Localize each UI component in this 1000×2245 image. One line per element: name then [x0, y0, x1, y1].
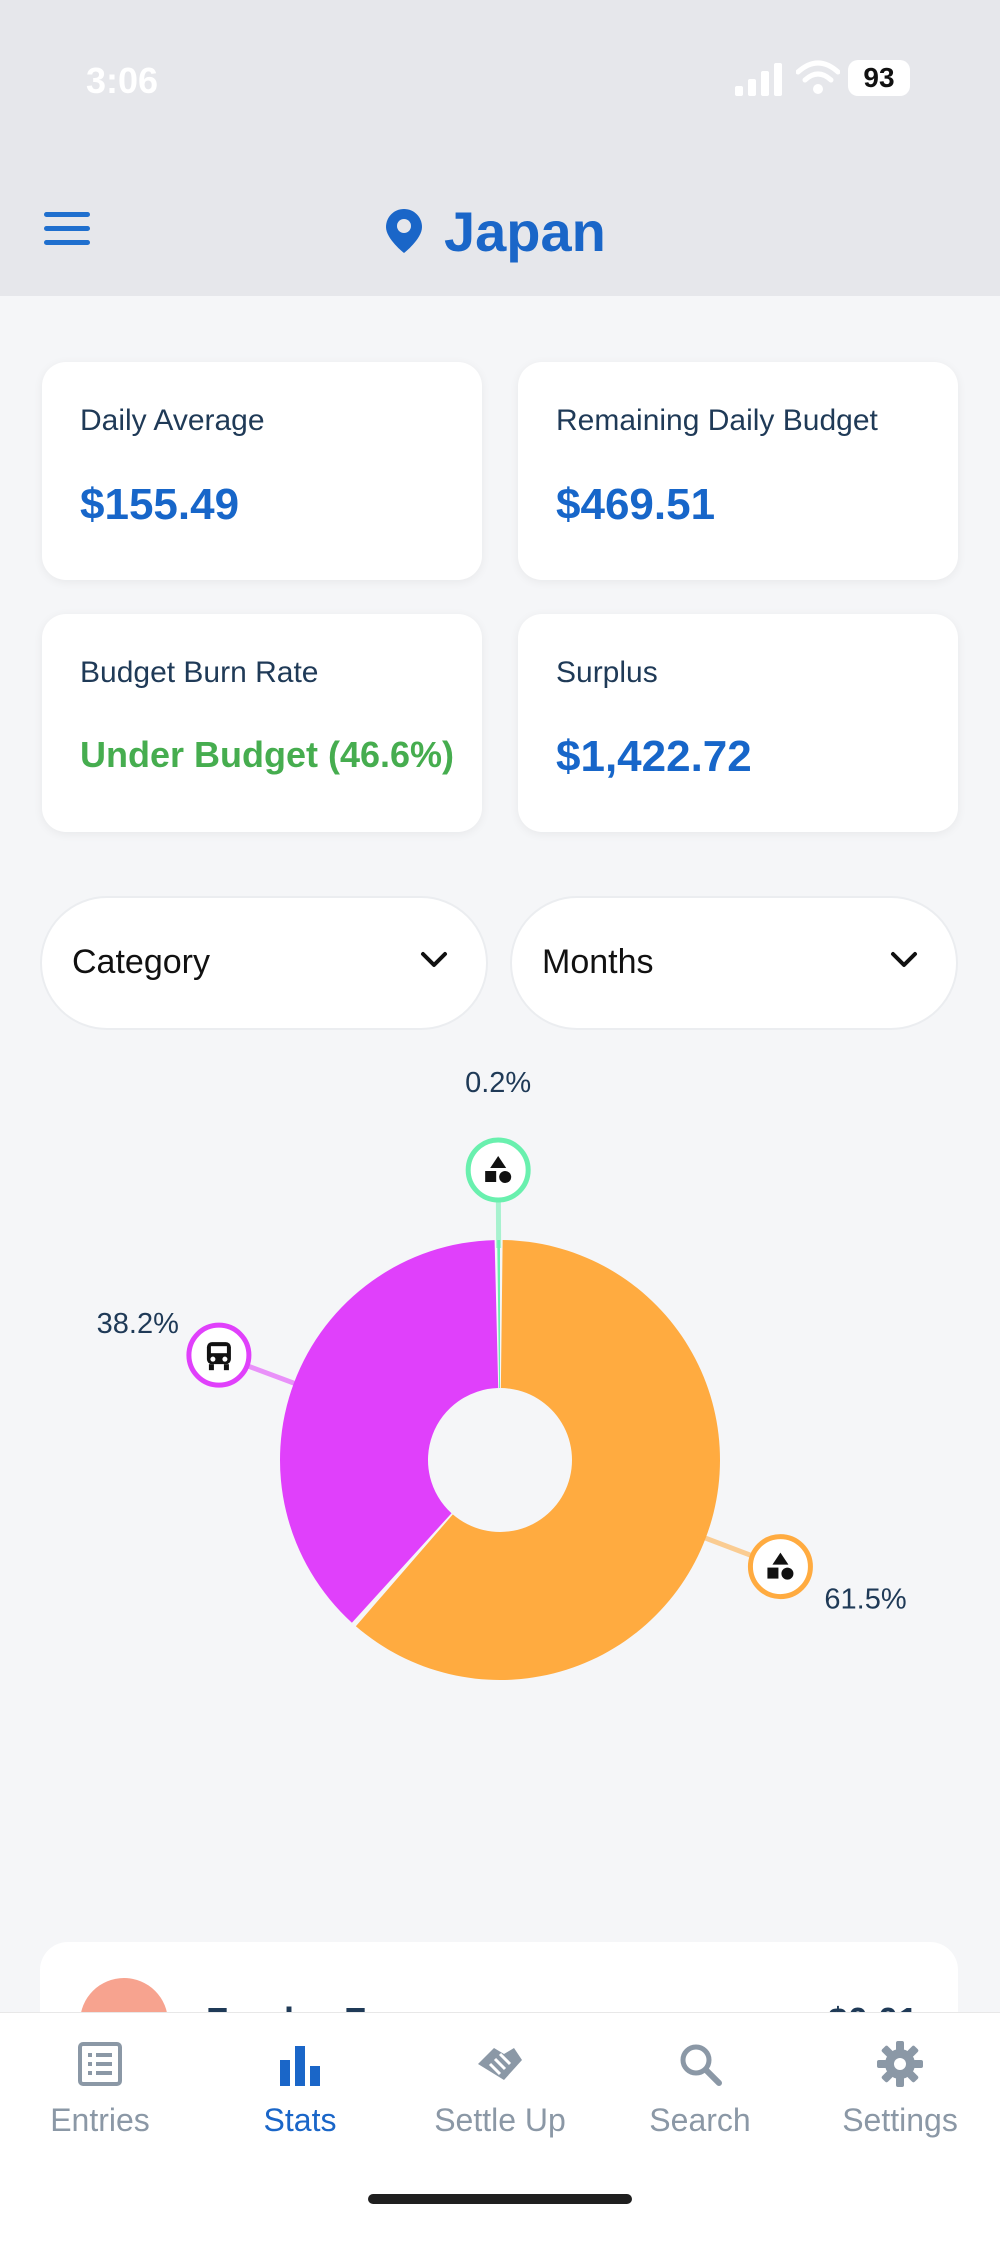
- nav-entries[interactable]: Entries: [0, 2036, 200, 2139]
- group-by-dropdown[interactable]: Category: [40, 896, 488, 1030]
- wifi-icon: [796, 58, 840, 96]
- nav-search-label: Search: [600, 2102, 800, 2139]
- nav-stats-label: Stats: [200, 2102, 400, 2139]
- chevron-down-icon: [890, 950, 918, 970]
- category-donut-chart[interactable]: 61.5% 38.2% 0.2%: [0, 1060, 1000, 1740]
- chevron-down-icon: [420, 950, 448, 970]
- remaining-daily-budget-label: Remaining Daily Budget: [556, 404, 878, 438]
- nav-settle-up-label: Settle Up: [400, 2102, 600, 2139]
- list-icon: [76, 2040, 124, 2088]
- status-bar: 3:06 93: [0, 0, 1000, 130]
- bus-icon: [189, 1325, 249, 1385]
- battery-indicator: 93: [848, 60, 910, 96]
- slice-percent-label: 38.2%: [97, 1308, 179, 1340]
- daily-average-card: Daily Average $155.49: [42, 362, 482, 580]
- remaining-daily-budget-card: Remaining Daily Budget $469.51: [518, 362, 958, 580]
- nav-stats[interactable]: Stats: [200, 2036, 400, 2139]
- trip-title[interactable]: Japan: [386, 196, 606, 266]
- budget-burn-rate-card: Budget Burn Rate Under Budget (46.6%): [42, 614, 482, 832]
- slice-percent-label: 61.5%: [824, 1584, 906, 1616]
- surplus-card: Surplus $1,422.72: [518, 614, 958, 832]
- period-dropdown[interactable]: Months: [510, 896, 958, 1030]
- nav-search[interactable]: Search: [600, 2036, 800, 2139]
- home-indicator: [368, 2194, 632, 2204]
- nav-settings-label: Settings: [800, 2102, 1000, 2139]
- budget-burn-rate-value: Under Budget (46.6%): [80, 734, 454, 776]
- status-time: 3:06: [86, 60, 158, 102]
- page-title: Japan: [444, 199, 606, 264]
- hamburger-menu-icon[interactable]: [44, 212, 90, 246]
- surplus-label: Surplus: [556, 656, 658, 690]
- shapes-icon: [468, 1140, 528, 1200]
- remaining-daily-budget-value: $469.51: [556, 480, 715, 530]
- group-by-selected: Category: [72, 943, 210, 982]
- location-pin-icon: [386, 209, 422, 253]
- nav-entries-label: Entries: [0, 2102, 200, 2139]
- period-selected: Months: [542, 943, 654, 982]
- budget-burn-rate-label: Budget Burn Rate: [80, 656, 319, 690]
- daily-average-value: $155.49: [80, 480, 239, 530]
- bar-chart-icon: [276, 2040, 324, 2088]
- shapes-icon: [750, 1537, 810, 1597]
- handshake-icon: [474, 2040, 526, 2088]
- nav-settings[interactable]: Settings: [800, 2036, 1000, 2139]
- nav-settle-up[interactable]: Settle Up: [400, 2036, 600, 2139]
- search-icon: [676, 2040, 724, 2088]
- daily-average-label: Daily Average: [80, 404, 265, 438]
- gear-icon: [875, 2039, 925, 2089]
- surplus-value: $1,422.72: [556, 732, 752, 782]
- slice-percent-label: 0.2%: [465, 1067, 531, 1099]
- cellular-signal-icon: [735, 62, 783, 96]
